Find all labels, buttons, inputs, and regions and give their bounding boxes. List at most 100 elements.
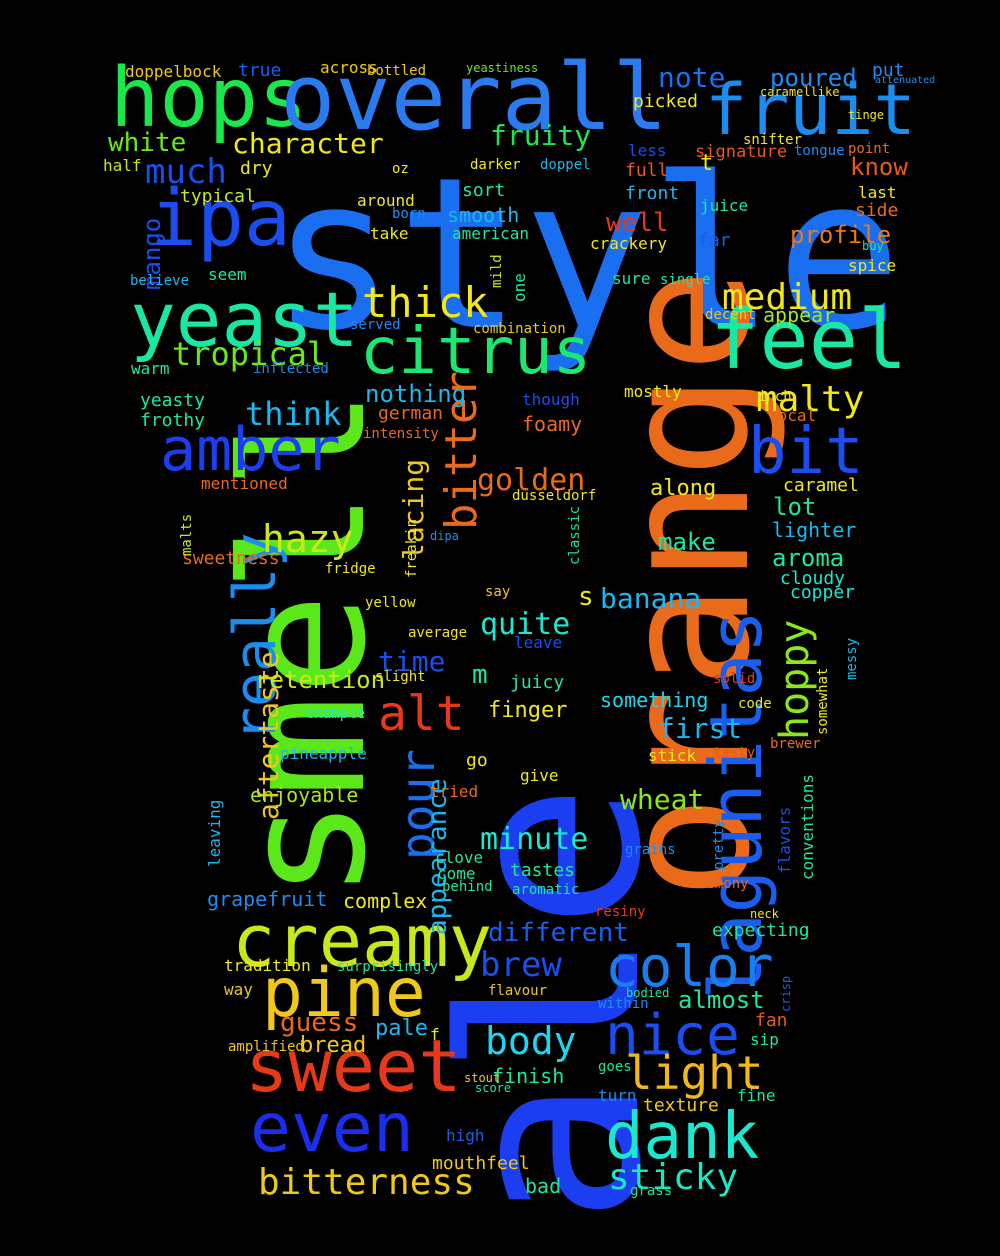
cloud-word: clove bbox=[435, 848, 484, 867]
cloud-word: dry bbox=[240, 158, 273, 179]
cloud-word: stick bbox=[648, 746, 697, 765]
cloud-word: snifter bbox=[743, 132, 803, 148]
cloud-word: grass bbox=[630, 1183, 673, 1199]
cloud-word: picked bbox=[633, 91, 699, 112]
cloud-word: fine bbox=[737, 1086, 776, 1105]
cloud-word: well bbox=[606, 208, 669, 238]
cloud-word: turn bbox=[598, 1086, 637, 1105]
cloud-word: retention bbox=[255, 666, 386, 694]
cloud-word: served bbox=[350, 317, 401, 333]
cloud-word: complex bbox=[343, 889, 428, 913]
cloud-word: smooth bbox=[447, 203, 520, 227]
cloud-word: side bbox=[855, 200, 899, 221]
cloud-word: grapefruit bbox=[207, 887, 328, 911]
cloud-word: single bbox=[660, 272, 711, 288]
cloud-word: put bbox=[872, 60, 905, 81]
cloud-word: around bbox=[357, 191, 415, 210]
cloud-word: stout bbox=[464, 1071, 501, 1085]
cloud-word: caramel bbox=[783, 475, 859, 496]
cloud-word: crisp bbox=[779, 975, 793, 1012]
cloud-word: behind bbox=[442, 879, 493, 895]
cloud-word: less bbox=[628, 141, 667, 160]
cloud-word: citrus bbox=[360, 315, 592, 389]
cloud-word: average bbox=[408, 625, 468, 641]
cloud-word: mentioned bbox=[201, 474, 288, 493]
cloud-word: pineapple bbox=[280, 744, 367, 763]
cloud-word: guess bbox=[280, 1008, 359, 1038]
cloud-word: freakin bbox=[404, 518, 420, 578]
cloud-word: solid bbox=[713, 671, 756, 687]
cloud-word: think bbox=[245, 395, 342, 433]
cloud-word: way bbox=[224, 980, 253, 999]
cloud-word: somewhat bbox=[815, 667, 831, 735]
cloud-word: dank bbox=[605, 1100, 760, 1174]
cloud-word: tradition bbox=[224, 956, 311, 975]
cloud-word: inflected bbox=[253, 361, 329, 377]
cloud-word: flavour bbox=[488, 983, 548, 999]
cloud-word: decent bbox=[705, 307, 756, 323]
cloud-word: example bbox=[306, 706, 366, 722]
cloud-word: grains bbox=[625, 842, 676, 858]
cloud-word: slight bbox=[375, 669, 426, 685]
cloud-word: local bbox=[768, 406, 817, 425]
cloud-word: fridge bbox=[325, 561, 376, 577]
cloud-word: bodied bbox=[626, 986, 670, 1000]
cloud-word: frothy bbox=[140, 410, 206, 431]
cloud-word: mouthfeel bbox=[432, 1153, 530, 1174]
cloud-word: first bbox=[658, 712, 743, 745]
cloud-word: true bbox=[238, 60, 282, 81]
cloud-word: bit bbox=[748, 415, 864, 489]
cloud-word: m bbox=[472, 660, 488, 690]
cloud-word: bottled bbox=[367, 63, 427, 79]
cloud-word: across bbox=[320, 58, 378, 77]
cloud-word: code bbox=[738, 696, 772, 712]
cloud-word: within bbox=[598, 996, 649, 1012]
cloud-word: typical bbox=[180, 186, 256, 207]
cloud-word: brew bbox=[480, 945, 562, 985]
cloud-word: appear bbox=[763, 303, 836, 327]
cloud-word: amber bbox=[160, 415, 341, 485]
cloud-word: american bbox=[452, 224, 530, 243]
cloud-word: combination bbox=[473, 321, 566, 337]
cloud-word: tasty bbox=[713, 745, 756, 761]
cloud-word: ipa bbox=[150, 174, 291, 264]
cloud-word: warm bbox=[131, 359, 170, 378]
cloud-word: mostly bbox=[624, 382, 682, 401]
cloud-word: creamy bbox=[232, 899, 493, 983]
cloud-word: body bbox=[485, 1019, 577, 1063]
cloud-word: something bbox=[600, 688, 709, 712]
cloud-word: inch bbox=[758, 389, 792, 405]
cloud-word: minute bbox=[480, 822, 589, 857]
cloud-word: lemony bbox=[698, 876, 749, 892]
cloud-word: bitterness bbox=[258, 1162, 475, 1203]
cloud-word: nice bbox=[605, 1003, 740, 1068]
cloud-word: juicy bbox=[510, 672, 565, 693]
cloud-word: sure bbox=[612, 269, 651, 288]
cloud-word: dusseldorf bbox=[512, 488, 597, 504]
cloud-word: leave bbox=[514, 633, 563, 652]
cloud-word: one bbox=[510, 273, 529, 302]
cloud-word: front bbox=[625, 183, 680, 204]
cloud-word: s bbox=[578, 582, 594, 612]
cloud-word: believe bbox=[130, 273, 190, 289]
cloud-word: hops bbox=[110, 51, 308, 146]
cloud-word: bad bbox=[525, 1174, 562, 1198]
cloud-word: yeastiness bbox=[466, 61, 539, 75]
cloud-word: lighter bbox=[772, 518, 857, 542]
cloud-word: enjoyable bbox=[250, 783, 359, 807]
cloud-word: sticky bbox=[608, 1157, 739, 1198]
cloud-word: juice bbox=[700, 196, 749, 215]
cloud-word: pine bbox=[262, 954, 426, 1033]
cloud-word: wheat bbox=[620, 783, 705, 816]
cloud-word: conventions bbox=[798, 774, 817, 880]
cloud-word: neck bbox=[750, 907, 779, 921]
cloud-word: signature bbox=[695, 142, 788, 162]
cloud-word: high bbox=[446, 1126, 485, 1145]
cloud-word: yeasty bbox=[140, 390, 206, 411]
cloud-word: time bbox=[378, 645, 446, 678]
cloud-word: last bbox=[858, 183, 897, 202]
cloud-word: know bbox=[850, 153, 908, 181]
cloud-word: malty bbox=[756, 379, 865, 420]
cloud-word: come bbox=[437, 864, 476, 883]
